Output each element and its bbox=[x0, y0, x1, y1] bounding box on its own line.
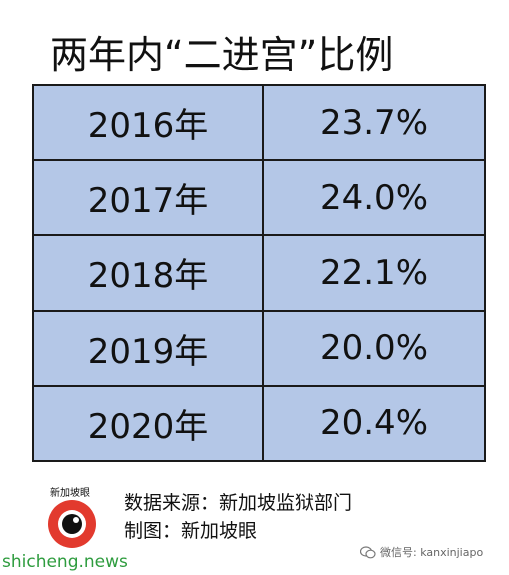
year-cell: 2016年 bbox=[32, 83, 264, 162]
logo-icon bbox=[48, 500, 96, 548]
value-cell: 20.4% bbox=[262, 384, 486, 463]
year-cell: 2018年 bbox=[32, 234, 264, 312]
year-cell: 2017年 bbox=[32, 159, 264, 237]
value-cell: 24.0% bbox=[262, 159, 486, 237]
logo-text: 新加坡眼 bbox=[50, 488, 90, 499]
recidivism-table: 2016年 23.7% 2017年 24.0% 2018年 22.1% 2019年 20.0%… bbox=[32, 83, 486, 463]
value-cell: 22.1% bbox=[262, 234, 486, 312]
source-line: 数据来源：新加坡监狱部门 bbox=[124, 492, 353, 514]
wechat-watermark: 微信号: kanxinjiapo bbox=[360, 544, 483, 560]
table-row: 2018年 22.1% bbox=[32, 234, 486, 312]
table-row: 2016年 23.7% bbox=[32, 83, 486, 162]
year-cell: 2019年 bbox=[32, 309, 264, 387]
table-row: 2017年 24.0% bbox=[32, 159, 486, 237]
site-watermark: shicheng.news bbox=[2, 552, 128, 572]
table-row: 2019年 20.0% bbox=[32, 309, 486, 387]
wechat-id: 微信号: kanxinjiapo bbox=[380, 546, 484, 559]
table-body: 2016年 23.7% 2017年 24.0% 2018年 22.1% 2019年 20.0%… bbox=[32, 83, 486, 463]
wechat-icon bbox=[360, 545, 376, 558]
chart-title: 两年内“二进宫”比例 bbox=[50, 33, 394, 77]
table-row: 2020年 20.4% bbox=[32, 384, 486, 463]
year-cell: 2020年 bbox=[32, 384, 264, 463]
credit-line: 制图：新加坡眼 bbox=[124, 520, 258, 542]
source-block: 数据来源：新加坡监狱部门 制图：新加坡眼 bbox=[124, 489, 352, 545]
value-cell: 20.0% bbox=[262, 309, 486, 387]
value-cell: 23.7% bbox=[262, 83, 486, 162]
